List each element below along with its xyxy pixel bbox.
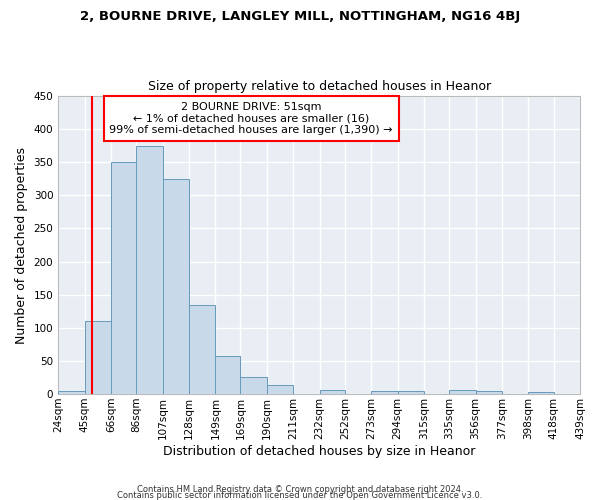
- Text: 2, BOURNE DRIVE, LANGLEY MILL, NOTTINGHAM, NG16 4BJ: 2, BOURNE DRIVE, LANGLEY MILL, NOTTINGHA…: [80, 10, 520, 23]
- Bar: [371, 390, 398, 394]
- Text: Contains public sector information licensed under the Open Government Licence v3: Contains public sector information licen…: [118, 490, 482, 500]
- Y-axis label: Number of detached properties: Number of detached properties: [15, 146, 28, 344]
- Bar: [529, 392, 554, 394]
- Bar: [320, 390, 345, 394]
- Title: Size of property relative to detached houses in Heanor: Size of property relative to detached ho…: [148, 80, 491, 94]
- Text: 2 BOURNE DRIVE: 51sqm
← 1% of detached houses are smaller (16)
99% of semi-detac: 2 BOURNE DRIVE: 51sqm ← 1% of detached h…: [109, 102, 393, 135]
- Bar: [58, 390, 85, 394]
- Bar: [449, 390, 476, 394]
- Bar: [476, 392, 502, 394]
- X-axis label: Distribution of detached houses by size in Heanor: Distribution of detached houses by size …: [163, 444, 475, 458]
- Bar: [215, 356, 241, 394]
- Bar: [136, 146, 163, 394]
- Bar: [85, 320, 111, 394]
- Bar: [267, 386, 293, 394]
- Bar: [189, 304, 215, 394]
- Bar: [241, 378, 267, 394]
- Text: Contains HM Land Registry data © Crown copyright and database right 2024.: Contains HM Land Registry data © Crown c…: [137, 484, 463, 494]
- Bar: [163, 179, 189, 394]
- Bar: [111, 162, 136, 394]
- Bar: [398, 392, 424, 394]
